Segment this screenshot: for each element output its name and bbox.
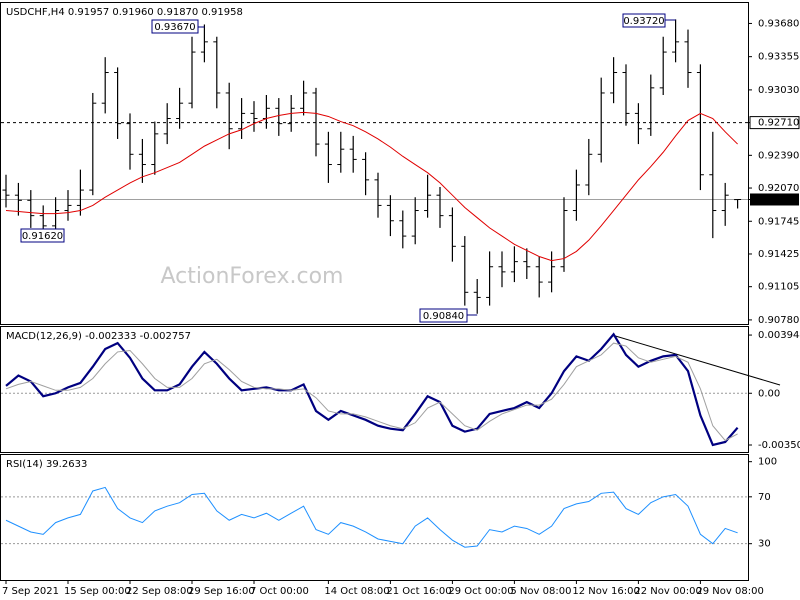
x-tick-label: 12 Nov 16:00	[572, 586, 639, 597]
annotation-label: 0.93720	[623, 16, 664, 27]
y-tick-label: 0.91425	[758, 249, 799, 260]
indicator-line	[5, 332, 739, 447]
annotation-box	[20, 228, 65, 243]
y-tick-label: 70	[758, 492, 771, 503]
panel-header: USDCHF,H4 0.91957 0.91960 0.91870 0.9195…	[6, 7, 243, 18]
y-tick-label: 0.92070	[758, 183, 799, 194]
x-tick-label: 29 Oct 00:00	[448, 586, 513, 597]
y-tick-label: 100	[758, 457, 777, 468]
y-tick-label: 0.91745	[758, 216, 799, 227]
y-tick-label: 0.93030	[758, 85, 799, 96]
panel-header: MACD(12,26,9) -0.002333 -0.002757	[6, 331, 191, 342]
panel-header: RSI(14) 39.2633	[6, 459, 87, 470]
indicator-line	[5, 486, 738, 548]
x-tick-label: 29 Nov 08:00	[696, 586, 763, 597]
y-tick-label: -0.003506	[758, 440, 800, 451]
y-tick-label: 0.91105	[758, 282, 799, 293]
current-price-box	[750, 193, 799, 206]
moving-average	[5, 111, 738, 262]
y-tick-label: 0.90780	[758, 315, 799, 326]
annotation-box	[151, 19, 199, 34]
x-tick-label: 7 Oct 00:00	[250, 586, 309, 597]
x-tick-label: 22 Sep 08:00	[126, 586, 193, 597]
annotation-box	[622, 13, 666, 28]
x-tick-label: 15 Sep 00:00	[64, 586, 131, 597]
watermark: ActionForex.com	[161, 264, 344, 289]
y-tick-label: 0.00	[758, 388, 780, 399]
annotation-label: 0.91620	[22, 231, 63, 242]
indicator-line	[5, 342, 738, 442]
x-tick-label: 5 Nov 08:00	[510, 586, 571, 597]
x-tick-label: 29 Sep 16:00	[188, 586, 255, 597]
macd-panel	[0, 326, 749, 453]
y-tick-label: 0.003944	[758, 330, 800, 341]
x-tick-label: 7 Sep 2021	[2, 586, 59, 597]
y-tick-label: 0.91958	[758, 194, 799, 205]
rsi-panel	[0, 454, 749, 581]
x-tick-label: 14 Oct 08:00	[324, 586, 389, 597]
y-tick-label: 30	[758, 539, 771, 550]
y-tick-label: 0.92390	[758, 150, 799, 161]
x-tick-label: 22 Nov 00:00	[634, 586, 701, 597]
annotation-label: 0.90840	[423, 311, 464, 322]
level-box	[749, 116, 800, 130]
annotation-box	[419, 308, 468, 323]
x-tick-label: 21 Oct 16:00	[386, 586, 451, 597]
price-panel	[0, 2, 749, 325]
annotation-label: 0.93670	[154, 22, 195, 33]
trend-line	[611, 334, 781, 386]
y-tick-label: 0.92710	[758, 118, 799, 129]
y-tick-label: 0.93355	[758, 52, 799, 63]
y-tick-label: 0.93680	[758, 18, 799, 29]
